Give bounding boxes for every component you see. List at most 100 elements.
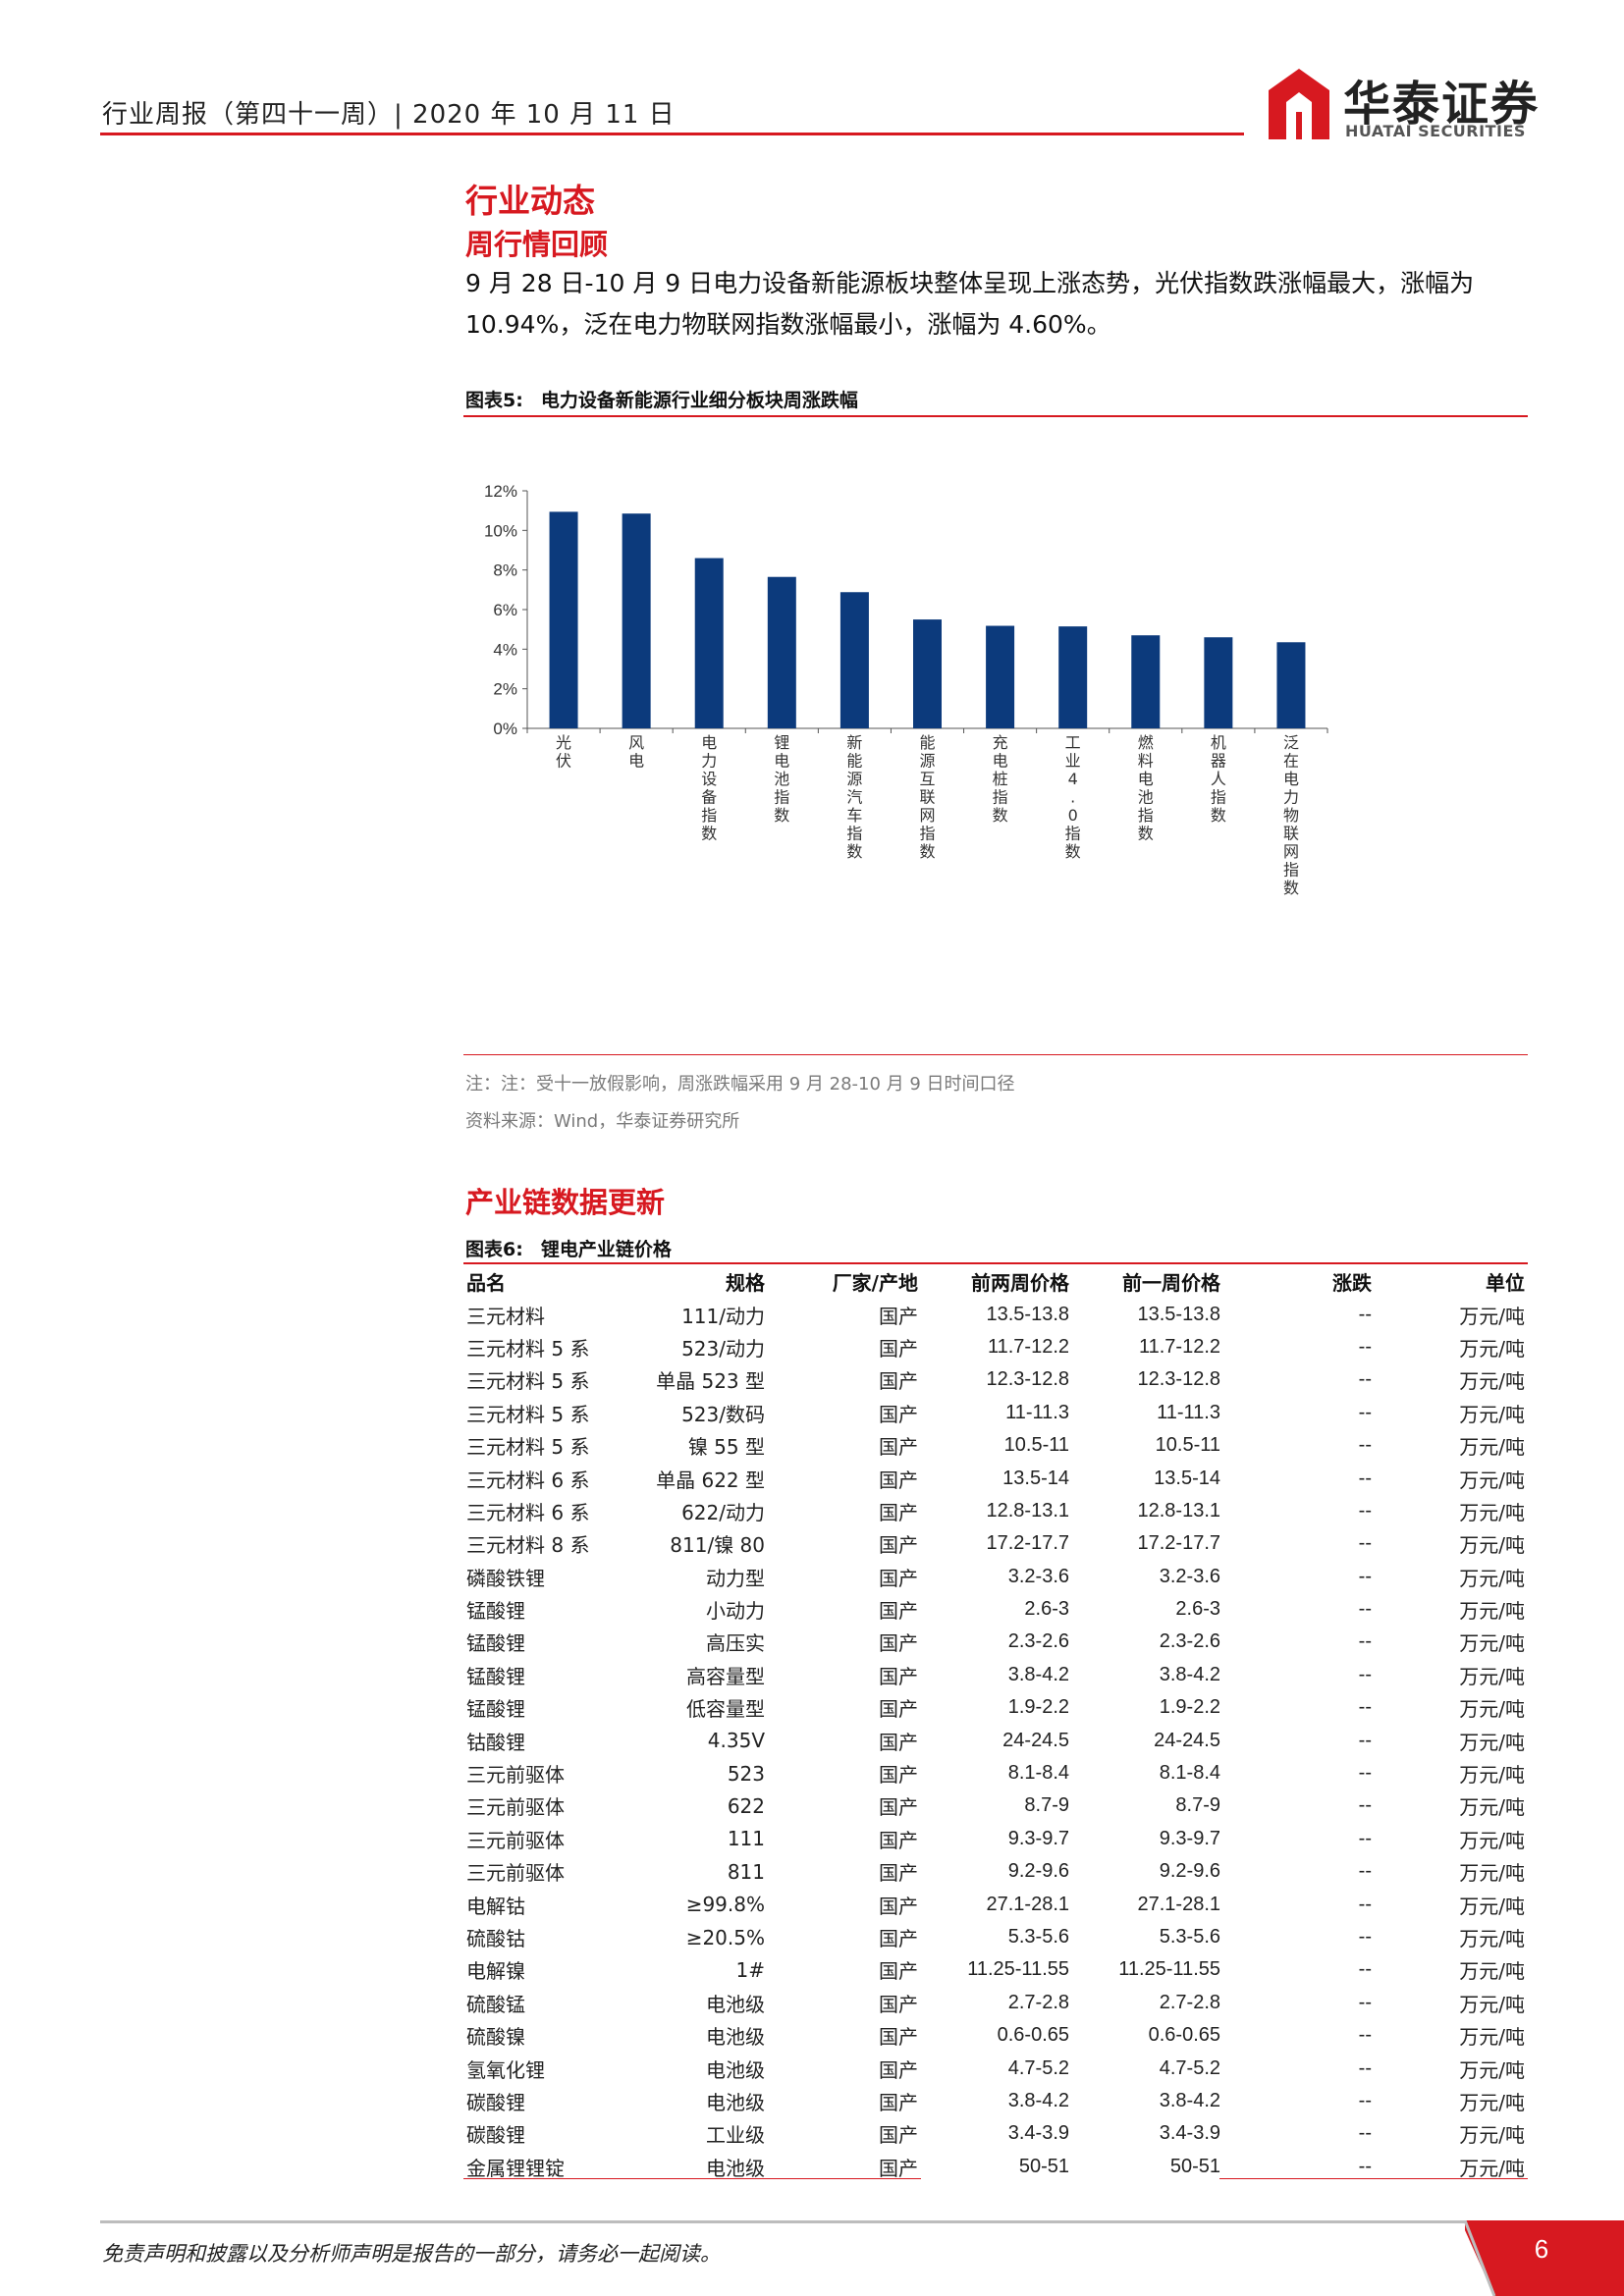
cell-price-one-week: 4.7-5.2 (1159, 2056, 1220, 2079)
cell-change: -- (1358, 1467, 1372, 1489)
cell-spec: 动力型 (706, 1566, 765, 1590)
cell-origin: 国产 (879, 2123, 918, 2148)
cell-change: -- (1358, 1893, 1372, 1915)
section-heading-chain-update: 产业链数据更新 (465, 1186, 666, 1219)
column-header-price-one-week: 前一周价格 (1122, 1271, 1220, 1296)
cell-change: -- (1358, 1368, 1372, 1391)
cell-change: -- (1358, 2089, 1372, 2111)
x-category-label: 电力设备指数 (701, 733, 717, 843)
table-row: 三元材料 6 系 622/动力 国产 12.8-13.1 12.8-13.1 -- 万元/吨 (463, 1495, 1528, 1527)
table-row: 三元材料 5 系 单晶 523 型 国产 12.3-12.8 12.3-12.8 -- 万元… (463, 1363, 1528, 1396)
cell-price-one-week: 1.9-2.2 (1159, 1696, 1220, 1719)
y-tick-label: 12% (484, 482, 517, 501)
subsection-heading-weekly-review: 周行情回顾 (465, 228, 609, 261)
cell-unit: 万元/吨 (1459, 1861, 1525, 1886)
table-row: 三元材料 111/动力 国产 13.5-13.8 13.5-13.8 -- 万元/吨 (463, 1298, 1528, 1330)
x-category-label: 泛在电力物联网指数 (1283, 733, 1299, 897)
figure6-caption: 图表6: 锂电产业链价格 (465, 1235, 672, 1261)
column-header-price-two-weeks: 前两周价格 (971, 1271, 1069, 1296)
cell-change: -- (1358, 1499, 1372, 1522)
cell-price-two-weeks: 11-11.3 (1005, 1401, 1069, 1423)
table-header-row: 品名 规格 厂家/产地 前两周价格 前一周价格 涨跌 单位 (463, 1265, 1528, 1298)
column-header-name: 品名 (466, 1271, 506, 1296)
cell-origin: 国产 (879, 1763, 918, 1788)
cell-origin: 国产 (879, 1533, 918, 1558)
cell-origin: 国产 (879, 2090, 918, 2114)
cell-price-one-week: 8.1-8.4 (1159, 1762, 1220, 1785)
cell-price-one-week: 3.4-3.9 (1159, 2122, 1220, 2145)
cell-spec: 高压实 (706, 1631, 765, 1656)
cell-spec: 高容量型 (686, 1664, 765, 1688)
cell-change: -- (1358, 2155, 1372, 2177)
column-header-unit: 单位 (1486, 1271, 1525, 1296)
cell-price-two-weeks: 9.3-9.7 (1007, 1827, 1069, 1849)
cell-name: 三元材料 5 系 (466, 1435, 590, 1460)
cell-spec: 622/动力 (681, 1500, 765, 1524)
cell-name: 三元材料 6 系 (466, 1468, 590, 1492)
x-category-label: 风电 (628, 733, 644, 771)
lithium-chain-price-table: 品名 规格 厂家/产地 前两周价格 前一周价格 涨跌 单位 三元材料 111/动力… (463, 1265, 1528, 2183)
figure5-number: 图表5: (465, 390, 523, 411)
cell-price-two-weeks: 2.6-3 (1024, 1598, 1069, 1621)
cell-name: 金属锂锂锭 (466, 2156, 565, 2180)
figure5-top-rule (463, 415, 1528, 417)
table-row: 钴酸锂 4.35V 国产 24-24.5 24-24.5 -- 万元/吨 (463, 1724, 1528, 1756)
y-tick-label: 10% (484, 521, 517, 540)
cell-price-one-week: 11.7-12.2 (1138, 1335, 1220, 1358)
company-logo: 华泰证券 HUATAI SECURITIES (1269, 69, 1538, 142)
cell-change: -- (1358, 1434, 1372, 1457)
cell-unit: 万元/吨 (1459, 1730, 1525, 1754)
cell-name: 碳酸锂 (466, 2123, 525, 2148)
cell-price-two-weeks: 5.3-5.6 (1007, 1926, 1069, 1948)
cell-change: -- (1358, 1532, 1372, 1555)
cell-price-one-week: 3.8-4.2 (1159, 2089, 1220, 2111)
bar-6 (986, 625, 1015, 728)
cell-price-two-weeks: 9.2-9.6 (1007, 1860, 1069, 1883)
cell-origin: 国产 (879, 1697, 918, 1722)
cell-price-two-weeks: 11.7-12.2 (987, 1335, 1069, 1358)
bar-7 (1058, 626, 1088, 728)
cell-name: 硫酸镍 (466, 2025, 525, 2050)
figure6-title: 锂电产业链价格 (540, 1239, 672, 1260)
cell-unit: 万元/吨 (1459, 1828, 1525, 1852)
cell-spec: 小动力 (706, 1599, 765, 1624)
cell-price-one-week: 0.6-0.65 (1148, 2024, 1220, 2047)
cell-spec: 4.35V (707, 1729, 765, 1753)
cell-price-two-weeks: 3.8-4.2 (1007, 1663, 1069, 1685)
cell-change: -- (1358, 1401, 1372, 1423)
footer-rule (100, 2220, 1465, 2223)
cell-spec: 1# (735, 1957, 765, 1982)
cell-spec: 单晶 523 型 (656, 1369, 765, 1394)
cell-unit: 万元/吨 (1459, 1992, 1525, 2016)
cell-spec: 811/镍 80 (670, 1533, 765, 1558)
table-row: 氢氧化锂 电池级 国产 4.7-5.2 4.7-5.2 -- 万元/吨 (463, 2052, 1528, 2084)
table-row: 三元材料 6 系 单晶 622 型 国产 13.5-14 13.5-14 -- 万元/吨 (463, 1462, 1528, 1494)
cell-price-one-week: 13.5-14 (1154, 1467, 1220, 1489)
cell-name: 氢氧化锂 (466, 2057, 545, 2082)
cell-origin: 国产 (879, 1795, 918, 1820)
table-row: 碳酸锂 工业级 国产 3.4-3.9 3.4-3.9 -- 万元/吨 (463, 2117, 1528, 2150)
x-category-label: 能源互联网指数 (919, 733, 935, 861)
cell-price-one-week: 9.2-9.6 (1159, 1860, 1220, 1883)
bar-1 (622, 513, 651, 728)
bar-5 (913, 619, 942, 728)
figure5-caption: 图表5: 电力设备新能源行业细分板块周涨跌幅 (465, 386, 858, 412)
cell-spec: 电池级 (706, 2156, 765, 2180)
huatai-logo-icon (1269, 69, 1329, 139)
table-row: 电解钴 ≥99.8% 国产 27.1-28.1 27.1-28.1 -- 万元/吨 (463, 1888, 1528, 1920)
cell-name: 钴酸锂 (466, 1730, 525, 1754)
cell-unit: 万元/吨 (1459, 1697, 1525, 1722)
cell-change: -- (1358, 1762, 1372, 1785)
cell-price-one-week: 11.25-11.55 (1118, 1958, 1220, 1981)
cell-name: 锰酸锂 (466, 1599, 525, 1624)
cell-spec: 镍 55 型 (687, 1435, 765, 1460)
cell-unit: 万元/吨 (1459, 1763, 1525, 1788)
cell-price-two-weeks: 50-51 (1018, 2155, 1069, 2177)
table-row: 三元前驱体 523 国产 8.1-8.4 8.1-8.4 -- 万元/吨 (463, 1757, 1528, 1789)
cell-unit: 万元/吨 (1459, 2156, 1525, 2180)
cell-origin: 国产 (879, 1730, 918, 1754)
cell-price-one-week: 24-24.5 (1154, 1729, 1220, 1751)
cell-origin: 国产 (879, 1894, 918, 1918)
cell-unit: 万元/吨 (1459, 1533, 1525, 1558)
cell-spec: 低容量型 (686, 1697, 765, 1722)
